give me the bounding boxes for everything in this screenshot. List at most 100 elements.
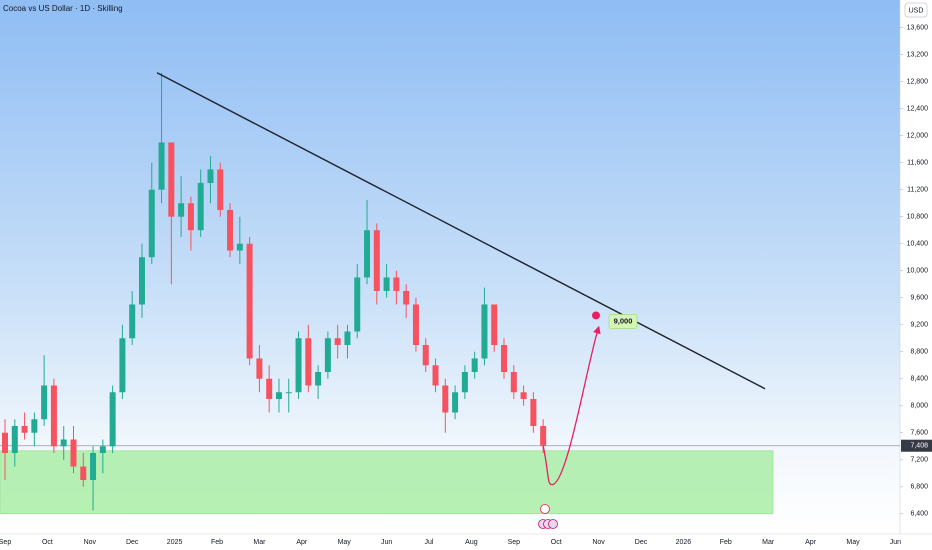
candle-body [119, 338, 126, 393]
x-tick-label: Jul [425, 539, 434, 546]
candle-body [295, 338, 302, 393]
y-tick-label: 6,800 [910, 484, 928, 491]
candle-body [275, 392, 282, 399]
last-price-tag [901, 439, 932, 452]
y-tick-label: 8,000 [910, 403, 928, 410]
candle-body [432, 365, 439, 386]
candle-body [41, 385, 48, 420]
x-tick-label: Feb [211, 539, 223, 546]
x-tick-label: Sep [508, 539, 521, 546]
candle-body [109, 392, 116, 447]
trendline [156, 72, 766, 390]
candle-body [227, 209, 234, 251]
currency-label[interactable]: USD [909, 7, 924, 14]
y-tick-label: 12,800 [907, 79, 929, 86]
y-tick-label: 13,200 [907, 52, 929, 59]
x-tick-label: Oct [551, 539, 562, 546]
candle-body [403, 290, 410, 305]
y-tick-label: 6,400 [910, 511, 928, 518]
candle-body [70, 439, 77, 467]
y-tick-label: 8,400 [910, 376, 928, 383]
y-tick-label: 12,000 [907, 133, 929, 140]
candle-body [461, 371, 468, 393]
candle-body [285, 392, 292, 394]
candle-body [197, 182, 204, 231]
target-label: 9,000 [614, 316, 633, 325]
y-tick-label: 10,000 [907, 268, 929, 275]
candle-body [344, 331, 351, 345]
candle-body [129, 304, 136, 339]
y-tick-label: 7,200 [910, 457, 928, 464]
event-flag [548, 519, 558, 529]
candle-body [354, 277, 361, 332]
event-icon [540, 504, 550, 514]
candle-body [501, 344, 508, 372]
candle-body [471, 358, 478, 372]
x-tick-label: 2026 [676, 539, 692, 546]
candle-body [442, 385, 449, 413]
y-tick-label: 7,600 [910, 430, 928, 437]
candle-body [412, 304, 419, 345]
candle-body [217, 169, 224, 210]
candle-body [520, 392, 527, 399]
y-tick-label: 10,400 [907, 241, 929, 248]
candle-body [373, 230, 380, 291]
candle-body [334, 338, 341, 345]
y-tick-label: 8,800 [910, 349, 928, 356]
x-tick-label: Apr [296, 539, 308, 546]
candle-body [266, 378, 273, 399]
candle-body [158, 142, 165, 190]
candle-body [90, 453, 97, 481]
x-tick-label: 2025 [167, 539, 183, 546]
x-tick-label: May [846, 539, 860, 546]
candle-body [540, 426, 547, 446]
candle-body [364, 230, 371, 278]
candle-body [11, 426, 18, 454]
candle-body [21, 426, 28, 433]
target-icon [592, 311, 600, 320]
y-tick-label: 13,600 [907, 25, 929, 32]
candle-body [510, 371, 517, 393]
y-tick-label: 11,200 [907, 187, 928, 194]
x-tick-label: Dec [126, 539, 139, 546]
candle-body [315, 371, 322, 386]
x-tick-label: Sep [0, 539, 11, 546]
candle-body [60, 439, 67, 447]
candle-body [246, 243, 253, 359]
candle-body [178, 203, 185, 217]
x-tick-label: Jun [890, 539, 901, 546]
candle-body [168, 142, 175, 217]
x-tick-label: Jun [381, 539, 392, 546]
candle-body [187, 203, 194, 231]
candle-body [207, 169, 214, 183]
candle-body [31, 419, 38, 433]
candle-body [383, 277, 390, 291]
candle-body [236, 243, 243, 251]
x-tick-label: Oct [42, 539, 53, 546]
x-tick-label: Nov [84, 539, 97, 546]
x-tick-label: Dec [635, 539, 648, 546]
plot-background [0, 0, 900, 534]
y-tick-label: 10,800 [907, 214, 929, 221]
target-box [608, 314, 638, 329]
last-price-label: 7,408 [910, 443, 928, 450]
candle-body [422, 344, 429, 366]
x-tick-label: May [338, 539, 352, 546]
x-tick-label: Mar [253, 539, 266, 546]
candle-body [256, 358, 263, 379]
x-tick-label: Aug [465, 539, 478, 546]
x-tick-label: Apr [805, 539, 817, 546]
currency-box[interactable] [904, 2, 928, 18]
candle-body [50, 385, 57, 447]
candle-body [148, 189, 155, 258]
x-tick-label: Feb [720, 539, 732, 546]
candle-body [99, 446, 106, 454]
x-tick-label: Nov [592, 539, 605, 546]
support-zone [0, 450, 774, 515]
candle-body [324, 338, 331, 372]
y-tick-label: 11,600 [907, 160, 928, 167]
y-tick-label: 9,600 [910, 295, 928, 302]
candle-body [305, 338, 312, 386]
price-axis-background [900, 0, 932, 550]
